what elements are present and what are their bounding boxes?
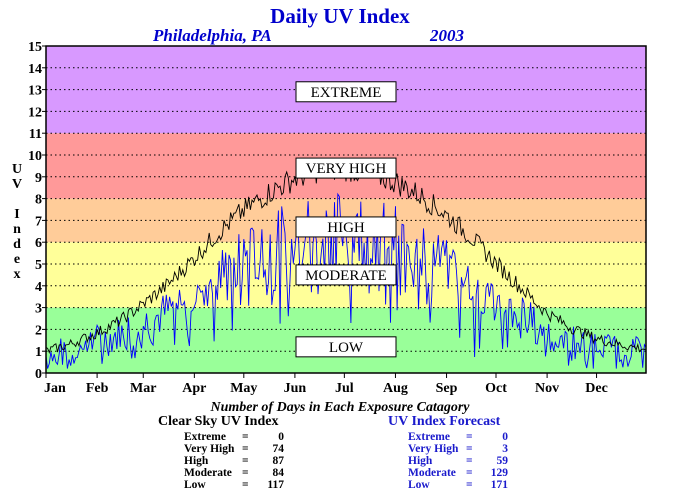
y-tick-label: 5 [35, 258, 42, 273]
count-label: Very High [184, 443, 235, 455]
y-tick-label: 12 [28, 105, 42, 120]
equals-sign: = [242, 443, 249, 455]
count-row: Moderate = 84 [184, 467, 284, 479]
chart-title: Daily UV Index [270, 4, 410, 28]
equals-sign: = [466, 479, 473, 491]
count-label: High [184, 455, 209, 467]
y-tick-label: 10 [28, 149, 42, 164]
x-tick-label: Jul [335, 381, 354, 396]
count-value: 3 [502, 443, 508, 455]
clear-sky-series-line [45, 157, 647, 355]
x-tick-label: Jun [284, 381, 307, 396]
y-tick-label: 8 [35, 193, 42, 208]
equals-sign: = [466, 467, 473, 479]
year-label: 2003 [430, 26, 464, 45]
count-row: Very High = 3 [408, 443, 508, 455]
count-label: Extreme [408, 431, 450, 443]
y-axis-label-letter: n [13, 222, 21, 237]
band-label-box [295, 157, 397, 179]
band-label-box [295, 336, 397, 358]
equals-sign: = [242, 467, 249, 479]
plot-frame [45, 45, 647, 374]
count-value: 84 [272, 467, 285, 479]
x-tick-label: Sep [436, 381, 458, 396]
y-tick-label: 4 [35, 280, 42, 295]
x-tick-label: Aug [383, 381, 408, 396]
x-tick-label: May [230, 381, 257, 396]
count-row: Low = 171 [408, 479, 508, 491]
band-label: MODERATE [305, 268, 387, 284]
band-label-box [295, 81, 397, 103]
count-value: 87 [272, 455, 285, 467]
count-value: 171 [490, 479, 508, 491]
forecast-counts: UV Index Forecast Extreme = 0 Very High = 3 Hi… [388, 414, 508, 491]
count-label: Moderate [408, 467, 456, 479]
count-value: 117 [267, 479, 284, 491]
x-tick-label: Dec [585, 381, 608, 396]
equals-sign: = [242, 431, 249, 443]
forecast-rows: Extreme = 0 Very High = 3 High = 59 Moderate = 129 L… [408, 431, 508, 491]
y-axis-label-letter: U [11, 162, 23, 177]
y-tick-label: 0 [35, 367, 42, 382]
count-label: Low [184, 479, 206, 491]
y-tick-label: 6 [35, 236, 42, 251]
equals-sign: = [242, 479, 249, 491]
x-tick-label: Apr [182, 381, 206, 396]
clear-sky-rows: Extreme = 0 Very High = 74 High = 87 Moderate = 84 L… [184, 431, 284, 491]
y-tick-label: 7 [35, 214, 42, 229]
y-tick-label: 2 [35, 323, 42, 338]
band-label-box [295, 264, 397, 286]
x-tick-label: Oct [485, 381, 507, 396]
equals-sign: = [466, 455, 473, 467]
y-axis-label-letter: x [13, 267, 21, 282]
count-value: 0 [278, 431, 284, 443]
band-label: EXTREME [311, 85, 382, 101]
counts-heading: Number of Days in Each Exposure Catagory [210, 400, 470, 415]
count-row: Low = 117 [184, 479, 284, 491]
x-tick-label: Feb [86, 381, 109, 396]
band-label-box [295, 216, 397, 238]
equals-sign: = [466, 443, 473, 455]
x-tick-label: Jan [44, 381, 66, 396]
y-tick-label: 11 [29, 127, 42, 142]
count-label: Very High [408, 443, 459, 455]
y-tick-label: 9 [35, 171, 42, 186]
location-label: Philadelphia, PA [153, 26, 272, 45]
y-axis-label-letter: I [14, 207, 20, 222]
y-axis-label-letter: d [13, 237, 21, 252]
equals-sign: = [242, 455, 249, 467]
count-value: 0 [502, 431, 508, 443]
band-label: HIGH [327, 220, 365, 236]
count-label: Low [408, 479, 430, 491]
band-label: VERY HIGH [306, 161, 387, 177]
y-tick-label: 3 [35, 302, 42, 317]
clear-sky-counts-title: Clear Sky UV Index [158, 414, 279, 429]
count-row: High = 87 [184, 455, 284, 467]
count-value: 74 [272, 443, 285, 455]
count-row: Very High = 74 [184, 443, 284, 455]
count-label: High [408, 455, 433, 467]
count-label: Moderate [184, 467, 232, 479]
y-tick-label: 13 [28, 84, 42, 99]
count-value: 59 [496, 455, 509, 467]
forecast-counts-title: UV Index Forecast [388, 414, 501, 429]
equals-sign: = [466, 431, 473, 443]
count-row: Extreme = 0 [184, 431, 284, 443]
count-value: 129 [490, 467, 508, 479]
count-label: Extreme [184, 431, 226, 443]
y-axis-label-letter: e [13, 252, 21, 267]
count-row: Extreme = 0 [408, 431, 508, 443]
y-tick-label: 15 [28, 40, 42, 55]
band-label: LOW [329, 340, 364, 356]
y-tick-label: 1 [35, 345, 42, 360]
clear-sky-counts: Clear Sky UV Index Extreme = 0 Very High = 74… [158, 414, 284, 491]
x-tick-label: Nov [535, 381, 559, 396]
y-axis-label-letter: V [11, 177, 23, 192]
y-tick-label: 14 [28, 62, 42, 77]
count-row: Moderate = 129 [408, 467, 508, 479]
x-tick-label: Mar [130, 381, 156, 396]
count-row: High = 59 [408, 455, 508, 467]
